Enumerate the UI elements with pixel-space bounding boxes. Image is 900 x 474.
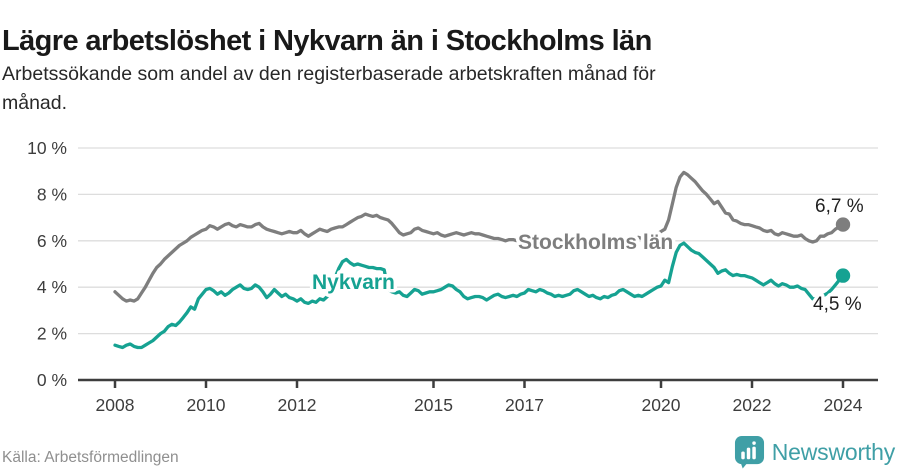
- y-tick-label: 6 %: [37, 231, 67, 251]
- newsworthy-logo[interactable]: Newsworthy: [734, 435, 895, 469]
- chart-subtitle: Arbetssökande som andel av den registerb…: [2, 60, 842, 119]
- x-tick-label: 2008: [96, 395, 135, 415]
- y-tick-label: 8 %: [37, 184, 67, 204]
- chart-subtitle-line-1: Arbetssökande som andel av den registerb…: [2, 63, 656, 85]
- x-tick-label: 2012: [278, 395, 317, 415]
- x-tick-label: 2020: [642, 395, 681, 415]
- series-label: Stockholms län: [518, 231, 673, 254]
- source-note: Källa: Arbetsförmedlingen: [2, 449, 179, 466]
- y-tick-label: 10 %: [27, 138, 67, 158]
- series-value-label: 6,7 %: [815, 196, 864, 217]
- series-line-stockholm: [113, 170, 845, 303]
- series-line-nykvarn: [113, 241, 845, 350]
- x-tick-label: 2010: [187, 395, 226, 415]
- series-end-dot: [835, 268, 851, 283]
- chart-subtitle-line-2: månad.: [2, 92, 68, 115]
- chart-title: Lägre arbetslöshet i Nykvarn än i Stockh…: [2, 25, 652, 58]
- series-end-dot: [835, 217, 851, 232]
- newsworthy-logo-text: Newsworthy: [771, 438, 895, 465]
- y-tick-label: 0 %: [37, 370, 67, 390]
- y-tick-label: 4 %: [37, 277, 67, 297]
- newsworthy-logo-icon: [734, 436, 764, 469]
- series-label: Nykvarn: [312, 271, 395, 294]
- x-tick-label: 2015: [414, 395, 453, 415]
- x-tick-label: 2022: [733, 395, 772, 415]
- x-tick-label: 2017: [505, 395, 544, 415]
- x-tick-label: 2024: [824, 395, 863, 415]
- y-tick-label: 2 %: [37, 324, 67, 344]
- series-value-label: 4,5 %: [813, 294, 862, 315]
